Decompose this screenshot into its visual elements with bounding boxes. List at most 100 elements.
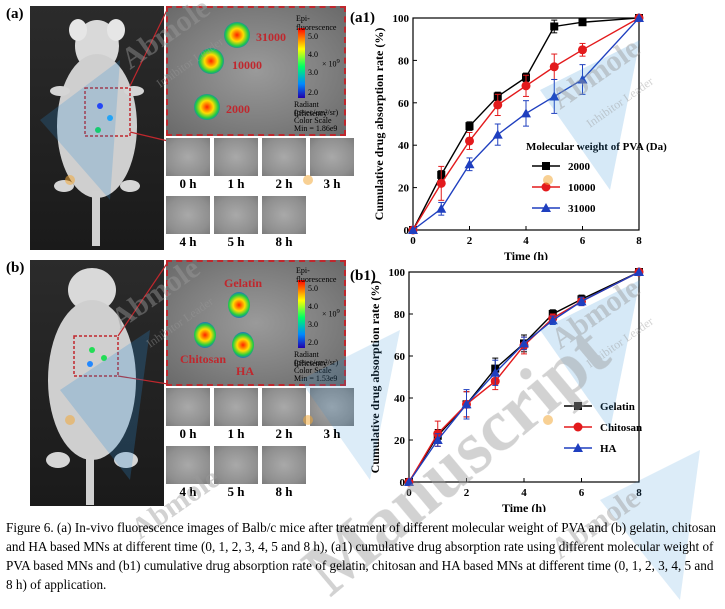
time-thumb-4h-a [166,196,210,234]
data-point [521,108,531,118]
zoom-value-10000: 10000 [232,58,262,72]
data-point [634,13,644,22]
data-point [436,178,446,188]
legend-title: Molecular weight of PVA (Da) [526,141,667,153]
x-tick-label: 0 [410,235,416,247]
time-thumb-1h-a [214,138,258,176]
y-tick-label: 60 [394,351,406,363]
legend-entry: Gelatin [600,401,635,413]
legend-marker [573,422,583,432]
legend-marker [542,162,550,170]
x-tick-label: 0 [406,487,412,499]
x-axis-label: Time (h) [502,501,546,512]
legend-entry: HA [600,443,617,455]
panel-b-label: (b) [6,260,25,276]
chart-panel-label: (b1) [350,268,376,284]
legend-entry: 31000 [568,203,596,215]
zoom-value-31000: 31000 [256,30,286,44]
fluorescence-spot [198,48,224,74]
data-point [549,62,559,72]
time-thumb-1h-b [214,388,258,426]
y-tick-label: 0 [400,477,406,489]
series-line [412,17,640,231]
zoom-label-chitosan: Chitosan [180,352,227,366]
zoom-connector-b [117,261,169,385]
legend-entry: 2000 [568,161,591,173]
zoom-value-2000: 2000 [226,102,250,116]
x-tick-label: 4 [523,235,529,247]
time-thumb-2h-b [262,388,306,426]
zoom-panel-b: Gelatin Chitosan HA Epi-fluorescence 5.0… [166,260,346,386]
legend-marker [541,203,551,212]
mouse-image-a [30,6,164,250]
x-axis-label: Time (h) [504,249,548,260]
data-point [634,267,644,276]
series-line [412,17,640,231]
fluorescence-spot [228,292,250,318]
legend-marker [541,182,551,192]
x-tick-label: 2 [464,487,470,499]
series-line [412,17,640,231]
figure-caption: Figure 6. (a) In-vivo fluorescence image… [6,520,716,592]
data-point [404,477,414,486]
y-tick-label: 40 [394,393,406,405]
legend-marker [573,443,583,452]
mouse-silhouette-a [50,19,144,246]
zoom-panel-a: 31000 10000 2000 Epi-fluorescence 5.0 4.… [166,6,346,136]
series-31000 [408,13,644,234]
panel-a-label: (a) [6,6,24,22]
fluorescence-spot [194,322,216,348]
fluorescence-spot [194,94,220,120]
color-scale-bar [298,28,305,98]
time-thumb-0h-a [166,138,210,176]
series-line [408,271,640,483]
y-tick-label: 80 [398,55,410,67]
data-point [461,399,472,409]
data-point [519,338,529,348]
time-thumb-4h-b [166,446,210,484]
data-point [547,315,558,325]
y-tick-label: 80 [394,309,406,321]
time-thumb-5h-b [214,446,258,484]
time-thumb-8h-a [262,196,306,234]
mouse-image-b [30,260,164,506]
x-tick-label: 6 [580,235,586,247]
time-thumb-3h-b [310,388,354,426]
data-point [490,367,501,377]
time-thumb-8h-b [262,446,306,484]
data-point [578,18,587,27]
data-point [550,22,559,31]
y-tick-label: 100 [389,267,406,279]
legend-entry: Chitosan [600,422,642,434]
data-point [465,122,474,131]
x-tick-label: 8 [636,487,642,499]
zoom-label-gelatin: Gelatin [224,276,262,290]
data-point [578,45,587,55]
y-tick-label: 100 [393,13,410,25]
legend-entry: 10000 [568,182,596,194]
y-axis-label: Cumulative drug absorption rate (%) [368,281,382,474]
data-point [549,91,560,101]
y-axis-label: Cumulative drug absorption rate (%) [372,28,386,221]
data-point [408,225,418,234]
data-point [576,296,587,306]
data-point [465,136,474,146]
y-tick-label: 0 [404,225,410,237]
x-tick-label: 2 [467,235,473,247]
x-tick-label: 8 [636,235,642,247]
series-line [408,271,640,483]
y-tick-label: 60 [398,98,410,110]
x-tick-label: 4 [521,487,527,499]
y-tick-label: 20 [398,183,410,195]
time-thumb-2h-a [262,138,306,176]
time-thumb-5h-a [214,196,258,234]
data-point [493,100,503,110]
data-point [521,81,531,91]
y-tick-label: 20 [394,435,406,447]
y-tick-label: 40 [398,140,410,152]
x-tick-label: 6 [579,487,585,499]
data-point [492,129,503,139]
legend-marker [574,402,582,410]
